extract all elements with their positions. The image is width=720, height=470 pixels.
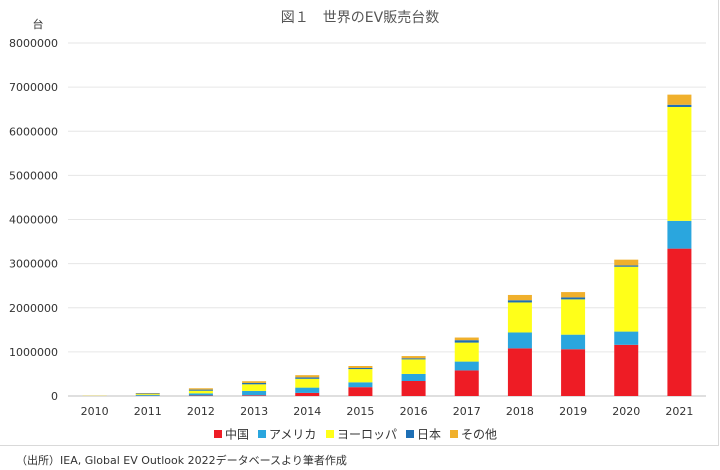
chart-frame: [0, 0, 719, 446]
x-tick-label: 2015: [346, 405, 374, 418]
bar-segment-2020-中国: [614, 344, 639, 396]
y-tick-label: 4000000: [9, 214, 58, 227]
y-tick-label: 6000000: [9, 125, 58, 138]
legend-label: 中国: [225, 427, 249, 442]
bar-segment-2011-アメリカ: [135, 394, 160, 396]
bar-segment-2019-日本: [561, 297, 586, 300]
bar-segment-2018-日本: [507, 300, 532, 303]
x-axis-ticks: 2010 2011 2012 2013 2014 2015 2016 2017 2018 2019…: [81, 405, 694, 418]
bar-segment-2013-アメリカ: [242, 390, 267, 396]
bar-segment-2019-ヨーロッパ: [561, 299, 586, 335]
bar-segment-2017-中国: [454, 370, 479, 396]
bar-segment-2015-アメリカ: [348, 382, 373, 388]
bar-segment-2015-日本: [348, 367, 373, 370]
bar-segment-2017-アメリカ: [454, 361, 479, 371]
source-note: （出所）IEA, Global EV Outlook 2022データベースより筆…: [16, 454, 347, 467]
bar-segment-2014-アメリカ: [295, 387, 320, 393]
bar-segment-2013-日本: [242, 382, 267, 385]
bar-segment-2020-その他: [614, 259, 639, 266]
bar-segment-2019-中国: [561, 349, 586, 396]
bar-segment-2020-日本: [614, 265, 639, 267]
bar-segment-2021-その他: [667, 94, 692, 105]
bar-segment-2012-ヨーロッパ: [188, 390, 213, 394]
bar-segment-2011-日本: [135, 393, 160, 395]
legend-label: アメリカ: [269, 428, 316, 442]
bar-segment-2018-アメリカ: [507, 332, 532, 349]
bar-segment-2020-ヨーロッパ: [614, 266, 639, 332]
ev-sales-chart: 図１ 世界のEV販売台数 台 0 1000000 2000000 3000000 400…: [9, 10, 706, 442]
legend-swatch: [214, 430, 222, 438]
legend-label: ヨーロッパ: [337, 428, 397, 442]
bar-segment-2016-アメリカ: [401, 373, 426, 381]
bar-segment-2013-その他: [242, 381, 267, 383]
x-tick-label: 2013: [240, 405, 268, 418]
bar-segment-2021-中国: [667, 248, 692, 396]
y-tick-label: 5000000: [9, 169, 58, 182]
bar-segment-2017-ヨーロッパ: [454, 342, 479, 362]
bar-segment-2015-ヨーロッパ: [348, 369, 373, 383]
y-axis-ticks: 0 1000000 2000000 3000000 4000000 5000000 6000…: [9, 37, 58, 403]
bar-segment-2016-その他: [401, 356, 426, 359]
y-tick-label: 8000000: [9, 37, 58, 50]
bar-segment-2015-その他: [348, 365, 373, 368]
legend-swatch: [326, 430, 334, 438]
y-tick-label: 2000000: [9, 302, 58, 315]
bar-segment-2019-アメリカ: [561, 334, 586, 350]
bar-segment-2018-中国: [507, 348, 532, 396]
x-tick-label: 2016: [400, 405, 428, 418]
bar-segment-2016-日本: [401, 358, 426, 360]
bar-segment-2013-中国: [242, 395, 267, 396]
x-tick-label: 2018: [506, 405, 534, 418]
legend-swatch: [406, 430, 414, 438]
bar-segment-2016-中国: [401, 380, 426, 396]
bar-segment-2020-アメリカ: [614, 331, 639, 345]
bar-segment-2019-その他: [561, 292, 586, 298]
grid-lines: [68, 42, 706, 397]
bar-segment-2014-その他: [295, 375, 320, 378]
bar-segment-2018-ヨーロッパ: [507, 302, 532, 333]
x-tick-label: 2019: [559, 405, 587, 418]
bar-segment-2018-その他: [507, 294, 532, 301]
y-axis-unit-label: 台: [33, 17, 44, 31]
bar-segment-2016-ヨーロッパ: [401, 359, 426, 374]
x-tick-label: 2010: [81, 405, 109, 418]
x-tick-label: 2014: [293, 405, 321, 418]
legend-label: 日本: [417, 428, 441, 442]
bar-segment-2021-ヨーロッパ: [667, 106, 692, 221]
bar-segment-2014-中国: [295, 392, 320, 396]
bar-stacks: [82, 94, 692, 396]
bar-segment-2015-中国: [348, 387, 373, 396]
bar-segment-2012-その他: [188, 388, 213, 390]
x-tick-label: 2020: [612, 405, 640, 418]
y-tick-label: 3000000: [9, 258, 58, 271]
legend-swatch: [258, 430, 266, 438]
bar-segment-2017-その他: [454, 337, 479, 341]
y-tick-label: 0: [51, 390, 58, 403]
bar-segment-2013-ヨーロッパ: [242, 384, 267, 391]
bar-segment-2021-日本: [667, 104, 692, 107]
x-tick-label: 2012: [187, 405, 215, 418]
x-tick-label: 2011: [134, 405, 162, 418]
chart-title: 図１ 世界のEV販売台数: [281, 10, 439, 26]
y-tick-label: 7000000: [9, 81, 58, 94]
y-tick-label: 1000000: [9, 346, 58, 359]
legend-swatch: [450, 430, 458, 438]
x-tick-label: 2021: [665, 405, 693, 418]
bar-segment-2012-日本: [188, 389, 213, 391]
x-tick-label: 2017: [453, 405, 481, 418]
bar-segment-2014-日本: [295, 377, 320, 379]
bar-segment-2012-アメリカ: [188, 393, 213, 396]
bar-segment-2014-ヨーロッパ: [295, 378, 320, 388]
bar-segment-2021-アメリカ: [667, 220, 692, 249]
legend-label: その他: [461, 428, 497, 442]
bar-segment-2017-日本: [454, 340, 479, 343]
bar-segment-2011-ヨーロッパ: [135, 394, 160, 395]
legend: 中国 アメリカ ヨーロッパ 日本 その他: [214, 427, 497, 442]
